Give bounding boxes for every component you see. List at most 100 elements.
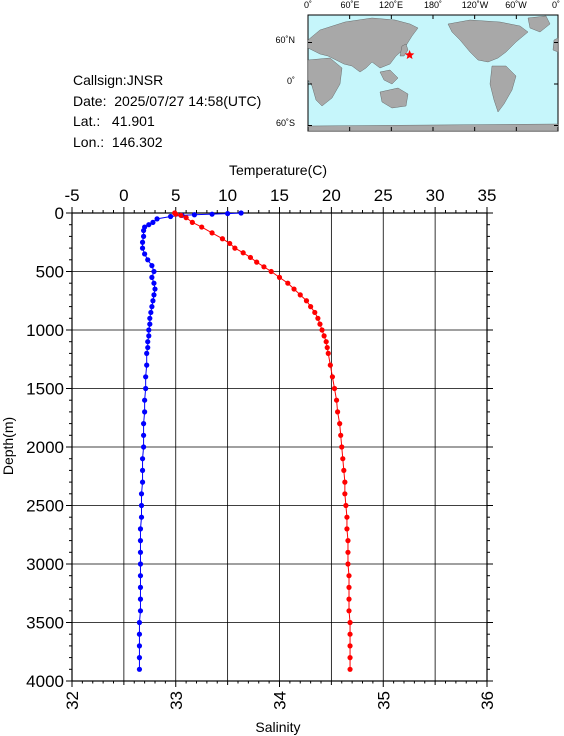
- temperature-point: [140, 233, 147, 239]
- salinity-point: [312, 309, 318, 316]
- map-lat-label: 60˚S: [276, 118, 295, 128]
- land-south-america: [489, 65, 517, 113]
- salinity-point: [276, 274, 283, 280]
- temperature-point: [238, 210, 244, 216]
- temperature-point: [150, 219, 156, 225]
- salinity-series-line: [174, 212, 351, 670]
- map-tick-marks: [307, 15, 559, 131]
- temperature-point: [148, 309, 154, 316]
- salinity-point: [347, 643, 353, 649]
- salinity-point: [317, 321, 323, 327]
- temperature-point: [137, 608, 144, 614]
- salinity-point: [227, 240, 233, 247]
- temperature-point: [146, 333, 152, 339]
- temperature-point: [138, 502, 145, 509]
- latitude-text: Lat.: 41.901: [73, 113, 155, 129]
- depth-tick-label: 1500: [26, 380, 64, 399]
- temperature-point: [143, 374, 149, 380]
- salinity-point: [323, 339, 329, 345]
- map-lat-label: 0˚: [287, 76, 295, 86]
- salinity-point: [347, 666, 353, 672]
- land-japan: [399, 43, 409, 57]
- salinity-point: [189, 219, 195, 225]
- map-lon-label: 60˚W: [505, 0, 527, 10]
- temperature-tick-label: 15: [270, 186, 289, 205]
- plot-grid: [71, 212, 488, 682]
- temperature-tick-label: -5: [64, 186, 79, 205]
- depth-tick-label: 0: [55, 204, 64, 223]
- profile-plot: -5 0 5 10 15 20 25 30 35 32 33 34 35 36 050010001500…: [0, 162, 497, 735]
- salinity-tick-label: 33: [167, 691, 186, 710]
- salinity-point: [340, 456, 346, 462]
- temperature-point: [149, 263, 155, 269]
- longitude-text: Lon.: 146.302: [73, 133, 163, 150]
- temperature-point: [136, 666, 143, 672]
- salinity-point: [342, 491, 348, 497]
- station-marker-icon: [404, 50, 415, 60]
- station-star: [404, 50, 415, 60]
- salinity-axis: 32 33 34 35 36: [63, 681, 497, 710]
- temperature-point: [136, 631, 143, 637]
- temperature-point: [139, 239, 146, 245]
- salinity-point: [347, 655, 353, 661]
- depth-tick-label: 2000: [26, 438, 64, 457]
- salinity-point: [254, 259, 260, 265]
- temperature-point: [146, 327, 152, 333]
- map-lon-label: 0˚: [304, 0, 312, 10]
- temperature-point: [139, 456, 146, 462]
- temperature-point: [147, 315, 153, 321]
- temperature-point: [167, 213, 174, 220]
- temperature-point: [154, 216, 160, 222]
- temperature-point: [137, 584, 144, 591]
- temperature-point: [137, 549, 144, 555]
- temperature-point: [152, 286, 158, 292]
- salinity-point: [321, 333, 327, 339]
- temperature-point: [149, 304, 155, 310]
- salinity-point: [345, 549, 351, 555]
- salinity-point: [344, 514, 350, 520]
- temperature-point: [147, 321, 153, 327]
- salinity-tick-label: 35: [374, 691, 393, 710]
- temperature-point: [142, 251, 148, 257]
- depth-axis: 0 500 1000 1500 2000 2500 3000 3500 4000: [26, 204, 493, 691]
- temperature-point: [225, 210, 231, 217]
- map-lat-label: 60˚N: [275, 35, 295, 45]
- salinity-point: [308, 304, 314, 310]
- temperature-point: [142, 409, 148, 415]
- temperature-point: [138, 491, 145, 497]
- land-africa: [307, 57, 343, 107]
- map-land: [307, 15, 559, 132]
- salinity-point: [345, 538, 351, 544]
- temperature-point: [191, 212, 198, 218]
- salinity-point: [261, 264, 267, 270]
- salinity-point: [338, 432, 344, 438]
- depth-axis-title: Depth(m): [0, 417, 16, 475]
- salinity-point: [297, 292, 303, 298]
- world-map-inset: 0˚ 60˚E 120˚E 180˚ 120˚W 60˚W 0˚ 60˚N 0˚…: [275, 0, 560, 132]
- temperature-point: [136, 619, 143, 626]
- salinity-point: [247, 254, 254, 261]
- temperature-point: [209, 211, 215, 217]
- map-lon-label: 60˚E: [340, 0, 359, 10]
- depth-tick-label: 3000: [26, 555, 64, 574]
- salinity-point: [335, 409, 341, 415]
- salinity-point: [341, 467, 347, 473]
- salinity-tick-label: 36: [478, 691, 497, 710]
- temperature-point: [140, 444, 147, 450]
- temperature-point: [142, 397, 148, 403]
- temperature-point: [136, 643, 143, 649]
- series-layer: [136, 210, 353, 672]
- salinity-point: [333, 397, 340, 403]
- temperature-point: [137, 526, 144, 532]
- temperature-tick-label: 30: [426, 186, 445, 205]
- map-lon-label: 0˚: [552, 0, 560, 10]
- temperature-point: [151, 292, 157, 298]
- temperature-point: [137, 561, 144, 567]
- depth-tick-label: 4000: [26, 672, 64, 691]
- temperature-point: [137, 538, 144, 544]
- temperature-point: [145, 339, 151, 345]
- salinity-point: [344, 526, 350, 532]
- salinity-point: [324, 344, 330, 351]
- salinity-point: [303, 298, 310, 304]
- salinity-point: [173, 211, 179, 217]
